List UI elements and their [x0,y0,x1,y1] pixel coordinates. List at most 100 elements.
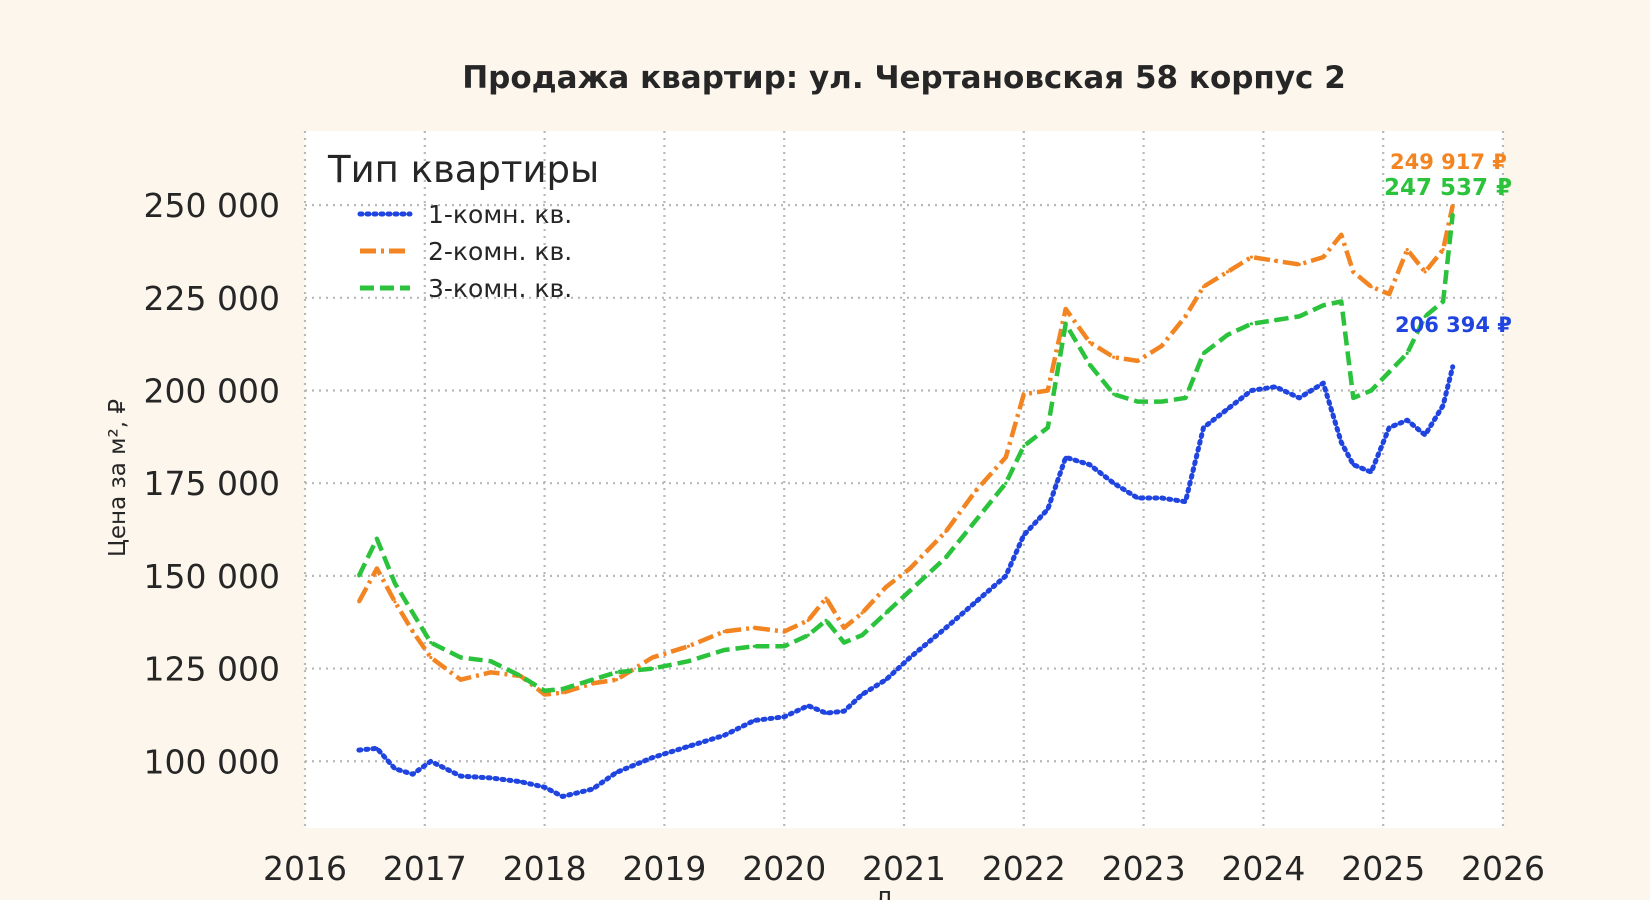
data-point [908,566,912,571]
data-point [974,489,978,493]
data-point [1451,365,1455,369]
data-point [1112,355,1116,359]
data-point [429,759,433,763]
data-point [1351,270,1355,274]
data-point [411,772,415,776]
data-point [393,581,397,585]
x-tick-label: 2024 [1221,849,1305,888]
data-point [782,629,786,634]
data-point [1321,255,1325,259]
data-point [357,600,361,604]
data-point [1451,203,1455,208]
data-point [1339,233,1343,237]
legend-label-1-room: 1-комн. кв. [428,200,572,229]
data-point [1387,426,1391,430]
data-point [722,629,726,634]
data-point [1046,388,1050,393]
data-point [561,691,565,695]
data-point [1297,396,1301,400]
data-point [489,670,493,674]
data-point [519,780,523,784]
data-point [944,529,948,534]
data-point [1112,481,1116,485]
data-point [1387,292,1391,296]
data-point [1297,262,1301,267]
x-tick-label: 2017 [383,849,467,888]
data-point [1297,314,1301,318]
data-point [1339,299,1343,304]
data-point [824,711,828,715]
x-tick-label: 2019 [622,849,706,888]
data-point [459,655,463,660]
data-point [686,744,691,749]
data-point [429,641,433,645]
x-tick-label: 2016 [263,849,347,888]
y-tick-label: 100 000 [144,742,280,781]
data-point [459,774,463,778]
data-point [782,644,786,648]
data-point [842,641,846,645]
data-point [543,689,547,693]
series-line-1-room [356,364,1456,799]
end-label-2-room: 249 917 ₽ [1390,150,1507,174]
data-point [1249,255,1253,259]
data-point [1321,303,1325,307]
data-point [1183,314,1188,318]
x-axis-label: Д [875,888,893,900]
data-point [561,687,565,691]
data-point [1136,359,1140,363]
data-point [1273,385,1277,389]
data-point [908,655,912,660]
data-point [1369,285,1373,289]
data-point [752,626,756,630]
data-point [393,600,397,604]
legend-label-3-room: 3-комн. кв. [428,274,572,303]
data-point [1136,496,1140,500]
data-point [1136,400,1140,404]
data-point [1160,400,1164,404]
data-point [686,644,691,648]
legend-label-2-room: 2-комн. кв. [428,237,572,266]
data-point [489,776,493,780]
series-lines [356,203,1456,799]
data-point [411,611,415,615]
x-tick-label: 2022 [982,849,1066,888]
series-line-3-room [356,214,1455,694]
end-label-1-room: 206 394 ₽ [1395,313,1512,337]
data-point [561,794,565,799]
data-point [1351,396,1355,400]
data-point [1405,351,1409,355]
data-point [860,692,864,697]
data-point [884,585,888,589]
x-tick-label: 2025 [1341,849,1425,888]
data-point [722,648,726,652]
data-point [806,633,810,637]
data-point [1249,388,1253,393]
data-point [1339,440,1343,444]
data-point [1225,270,1230,274]
data-point [1004,574,1008,578]
data-point [752,644,756,648]
data-point [1369,388,1373,393]
data-point [1112,392,1116,396]
end-labels: 206 394 ₽ 249 917 ₽ 247 537 ₽ [1384,150,1512,337]
data-point [429,655,433,660]
data-point [614,678,619,682]
data-point [1201,351,1206,355]
data-point [1351,463,1355,467]
data-point [375,566,379,571]
data-point [974,518,978,522]
data-point [860,633,864,637]
data-point [824,596,828,600]
data-point [590,681,595,686]
data-point [944,626,948,630]
data-point [1423,433,1427,437]
y-axis-label: Цена за м², ₽ [105,399,131,557]
data-point [1160,496,1164,500]
data-point [884,611,888,615]
data-point [1201,285,1206,289]
data-point [824,618,828,623]
data-point [543,785,547,789]
